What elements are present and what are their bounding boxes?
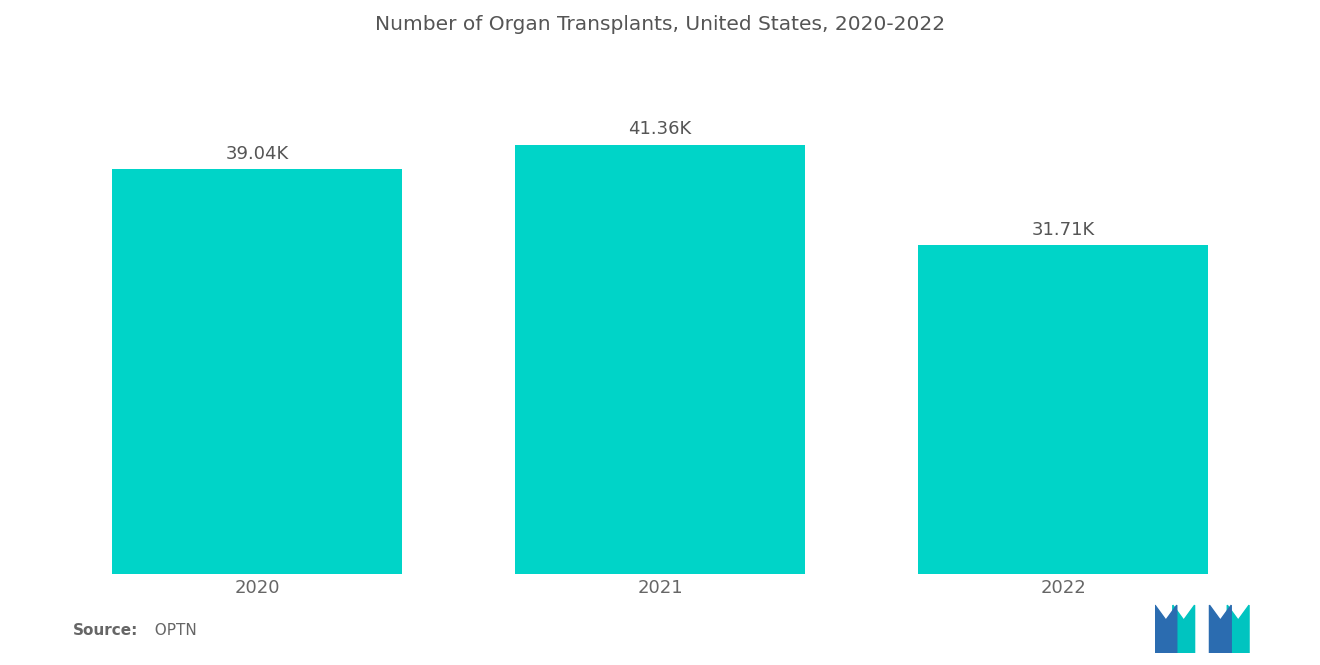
Text: OPTN: OPTN — [145, 623, 197, 638]
Polygon shape — [1228, 605, 1249, 653]
Polygon shape — [1209, 605, 1232, 653]
Text: 39.04K: 39.04K — [226, 144, 289, 162]
Text: 41.36K: 41.36K — [628, 120, 692, 138]
Text: 31.71K: 31.71K — [1031, 221, 1094, 239]
Polygon shape — [1155, 605, 1177, 653]
Bar — [917, 245, 1208, 574]
Polygon shape — [1172, 605, 1195, 653]
Bar — [515, 145, 805, 574]
Title: Number of Organ Transplants, United States, 2020-2022: Number of Organ Transplants, United Stat… — [375, 15, 945, 34]
Text: Source:: Source: — [73, 623, 139, 638]
Bar — [112, 169, 403, 574]
